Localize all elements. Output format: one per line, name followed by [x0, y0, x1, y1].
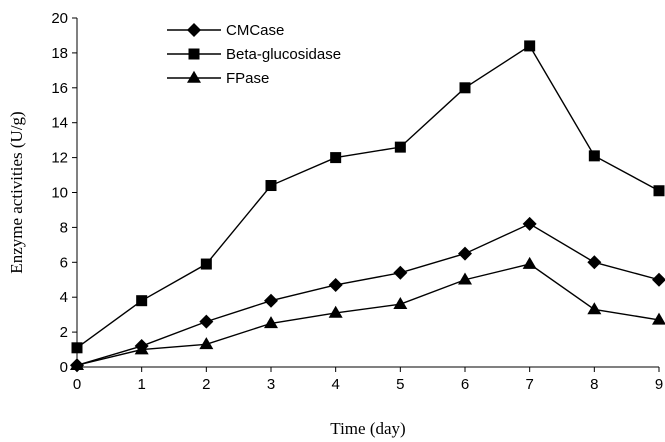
x-tick-label: 4: [331, 376, 339, 393]
data-point-fpase: [328, 305, 343, 318]
x-tick-label: 1: [137, 376, 145, 393]
x-tick-label: 7: [525, 376, 533, 393]
data-point-beta-glucosidase: [653, 185, 665, 197]
data-point-cmcase: [652, 272, 665, 287]
y-tick-label: 16: [51, 80, 68, 97]
legend-label: CMCase: [226, 22, 284, 39]
data-point-cmcase: [328, 277, 343, 292]
data-point-beta-glucosidase: [136, 295, 148, 307]
data-point-cmcase: [522, 216, 537, 231]
x-axis-title: Time (day): [330, 419, 405, 438]
data-point-beta-glucosidase: [200, 258, 212, 270]
x-tick-label: 9: [655, 376, 663, 393]
data-point-cmcase: [264, 293, 278, 308]
x-tick-label: 3: [267, 376, 275, 393]
y-tick-label: 2: [60, 324, 68, 341]
data-point-cmcase: [458, 246, 472, 261]
series-layer: [70, 40, 665, 373]
y-tick-label: 4: [60, 289, 68, 306]
series-cmcase: [70, 216, 665, 373]
series-line-beta-glucosidase: [76, 44, 660, 349]
y-axis-title: Enzyme activities (U/g): [7, 111, 26, 273]
x-tick-label: 6: [461, 376, 469, 393]
legend-item-beta-glucosidase: Beta-glucosidase: [167, 46, 341, 63]
data-point-beta-glucosidase: [265, 180, 277, 192]
x-tick-label: 8: [590, 376, 598, 393]
legend-label: FPase: [226, 70, 269, 87]
series-line-fpase: [76, 263, 660, 366]
legend-marker: [187, 23, 201, 37]
x-tick-label: 0: [73, 376, 81, 393]
legend-label: Beta-glucosidase: [226, 46, 341, 63]
y-tick-label: 20: [51, 10, 68, 27]
data-point-fpase: [458, 272, 472, 285]
y-tick-label: 0: [60, 359, 68, 376]
data-point-fpase: [522, 256, 537, 269]
series-beta-glucosidase: [71, 40, 665, 354]
legend-item-fpase: FPase: [167, 70, 269, 87]
legend: CMCase Beta-glucosidase FPase: [167, 22, 341, 87]
legend-marker: [187, 70, 201, 83]
y-tick-label: 8: [60, 219, 68, 236]
data-point-beta-glucosidase: [459, 82, 471, 94]
data-point-cmcase: [199, 314, 214, 329]
data-point-cmcase: [393, 265, 408, 280]
x-tick-label: 5: [396, 376, 404, 393]
data-point-beta-glucosidase: [524, 40, 536, 52]
legend-marker: [188, 48, 200, 60]
data-point-beta-glucosidase: [588, 150, 600, 162]
y-tick-label: 12: [51, 150, 68, 167]
y-tick-label: 18: [51, 45, 68, 62]
data-point-fpase: [134, 342, 149, 355]
data-point-fpase: [393, 296, 408, 309]
data-point-fpase: [587, 302, 602, 315]
y-tick-label: 10: [51, 185, 68, 202]
data-point-fpase: [70, 358, 84, 371]
y-tick-label: 14: [51, 115, 68, 132]
data-point-beta-glucosidase: [330, 152, 342, 164]
data-point-beta-glucosidase: [394, 141, 406, 153]
series-fpase: [70, 256, 665, 371]
series-line-cmcase: [76, 223, 660, 366]
data-point-cmcase: [587, 255, 602, 270]
legend-item-cmcase: CMCase: [167, 22, 284, 39]
data-point-fpase: [264, 316, 278, 329]
data-point-fpase: [652, 312, 665, 325]
y-tick-label: 6: [60, 254, 68, 271]
x-tick-label: 2: [202, 376, 210, 393]
data-point-beta-glucosidase: [71, 342, 83, 354]
data-point-fpase: [199, 337, 214, 350]
